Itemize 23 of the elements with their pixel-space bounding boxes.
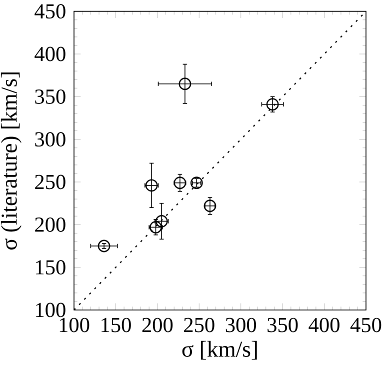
point [204, 200, 216, 212]
x-tick-label: 400 [308, 318, 340, 332]
x-tick-label: 250 [184, 318, 214, 332]
point [98, 240, 110, 252]
x-axis-title: σ [km/s] [182, 340, 257, 360]
y-tick-label: 200 [35, 217, 66, 232]
x-tick-label: 350 [268, 318, 298, 332]
y-tick-label: 100 [36, 302, 66, 318]
x-tick-label: 200 [142, 318, 173, 332]
x-tick-label: 300 [226, 318, 256, 332]
y-axis-title: σ (literature) [km/s] [0, 72, 22, 250]
y-tick-label: 400 [34, 46, 66, 62]
point [178, 78, 192, 90]
y-tick-label: 350 [35, 89, 66, 104]
x-tick-label: 150 [102, 318, 131, 332]
y-tick-label: 300 [35, 132, 66, 147]
point [174, 176, 186, 190]
y-tick-label: 150 [36, 260, 66, 275]
y-tick-label: 450 [34, 4, 66, 19]
x-tick-label: 450 [350, 318, 382, 332]
x-tick-label: 100 [60, 318, 90, 332]
y-tick-label: 250 [35, 174, 66, 190]
point [190, 176, 203, 190]
